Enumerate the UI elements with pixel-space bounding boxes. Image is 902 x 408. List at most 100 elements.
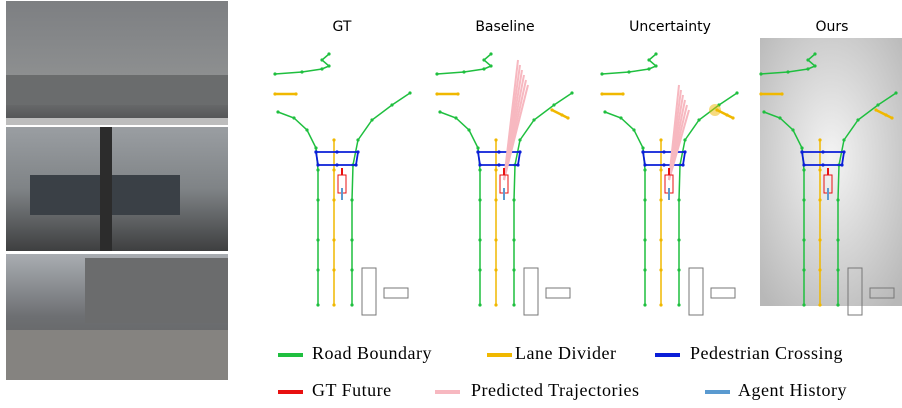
map-vertex	[350, 198, 353, 201]
map-vertex	[550, 108, 553, 111]
map-vertex	[292, 116, 295, 119]
map-vertex	[316, 163, 319, 166]
uncertainty-blob	[709, 104, 721, 116]
map-line	[440, 112, 480, 305]
map-vertex	[435, 72, 438, 75]
map-vertex	[659, 168, 662, 171]
map-vertex	[494, 268, 497, 271]
bev-background	[760, 38, 902, 306]
map-vertex	[659, 198, 662, 201]
map-vertex	[356, 150, 359, 153]
map-vertex	[532, 118, 535, 121]
map-vertex	[800, 146, 803, 149]
map-vertex	[512, 268, 515, 271]
map-vertex	[662, 163, 665, 166]
map-vertex	[643, 198, 646, 201]
map-vertex	[641, 146, 644, 149]
map-vertex	[842, 150, 845, 153]
map-vertex	[552, 103, 555, 106]
camera-images	[6, 1, 228, 380]
map-vertex	[818, 268, 821, 271]
panel-title: Baseline	[475, 19, 534, 35]
map-vertex	[874, 108, 877, 111]
map-vertex	[683, 138, 686, 141]
map-vertex	[643, 238, 646, 241]
figure: GT Baseline Uncertainty Ours Road BoundaryL…	[0, 0, 902, 408]
map-vertex	[316, 268, 319, 271]
map-vertex	[332, 268, 335, 271]
map-vertex	[494, 168, 497, 171]
map-vertex	[335, 150, 338, 153]
map-vertex	[683, 150, 686, 153]
map-vertex	[603, 110, 606, 113]
map-vertex	[454, 116, 457, 119]
map-vertex	[791, 128, 794, 131]
map-vertex	[518, 138, 521, 141]
map-vertex	[356, 138, 359, 141]
map-vertex	[332, 138, 335, 141]
map-vertex	[390, 103, 393, 106]
map-vertex	[681, 163, 684, 166]
map-vertex	[570, 91, 573, 94]
map-vertex	[350, 238, 353, 241]
map-vertex	[316, 198, 319, 201]
map-vertex	[482, 58, 485, 61]
map-vertex	[478, 198, 481, 201]
map-vertex	[802, 168, 805, 171]
map-vertex	[627, 70, 630, 73]
map-vertex	[818, 303, 821, 306]
map-vertex	[643, 168, 646, 171]
map-vertex	[276, 110, 279, 113]
map-vertex	[305, 128, 308, 131]
map-vertex	[435, 92, 438, 95]
map-vertex	[778, 116, 781, 119]
map-vertex	[518, 150, 521, 153]
map-panel: GT	[273, 19, 411, 315]
map-vertex	[818, 238, 821, 241]
map-vertex	[884, 113, 887, 116]
map-vertex	[876, 103, 879, 106]
map-vertex	[478, 168, 481, 171]
map-vertex	[332, 238, 335, 241]
map-vertex	[813, 64, 816, 67]
map-vertex	[494, 198, 497, 201]
map-vertex	[350, 268, 353, 271]
map-vertex	[836, 238, 839, 241]
map-vertex	[643, 163, 646, 166]
ego-vehicle	[524, 268, 538, 315]
map-vertex	[780, 92, 783, 95]
map-vertex	[802, 268, 805, 271]
map-vertex	[467, 128, 470, 131]
map-vertex	[332, 198, 335, 201]
map-vertex	[632, 128, 635, 131]
map-line	[278, 112, 318, 305]
map-vertex	[659, 268, 662, 271]
map-vertex	[647, 58, 650, 61]
map-vertex	[677, 303, 680, 306]
panel-title: Uncertainty	[629, 19, 711, 35]
map-vertex	[762, 110, 765, 113]
map-line	[605, 112, 645, 305]
map-vertex	[856, 118, 859, 121]
map-vertex	[320, 67, 323, 70]
map-vertex	[786, 70, 789, 73]
panel-title: GT	[333, 19, 352, 35]
map-line	[679, 93, 737, 305]
map-line	[352, 93, 410, 305]
map-vertex	[566, 116, 569, 119]
map-vertex	[316, 303, 319, 306]
map-vertex	[806, 67, 809, 70]
map-line	[643, 152, 685, 165]
map-vertex	[654, 52, 657, 55]
map-vertex	[600, 92, 603, 95]
map-vertex	[478, 268, 481, 271]
panel-title: Ours	[816, 19, 849, 35]
map-vertex	[370, 118, 373, 121]
map-vertex	[300, 70, 303, 73]
map-vertex	[659, 138, 662, 141]
ego-vehicle	[546, 288, 570, 298]
map-vertex	[489, 52, 492, 55]
map-vertex	[677, 198, 680, 201]
map-vertex	[350, 303, 353, 306]
